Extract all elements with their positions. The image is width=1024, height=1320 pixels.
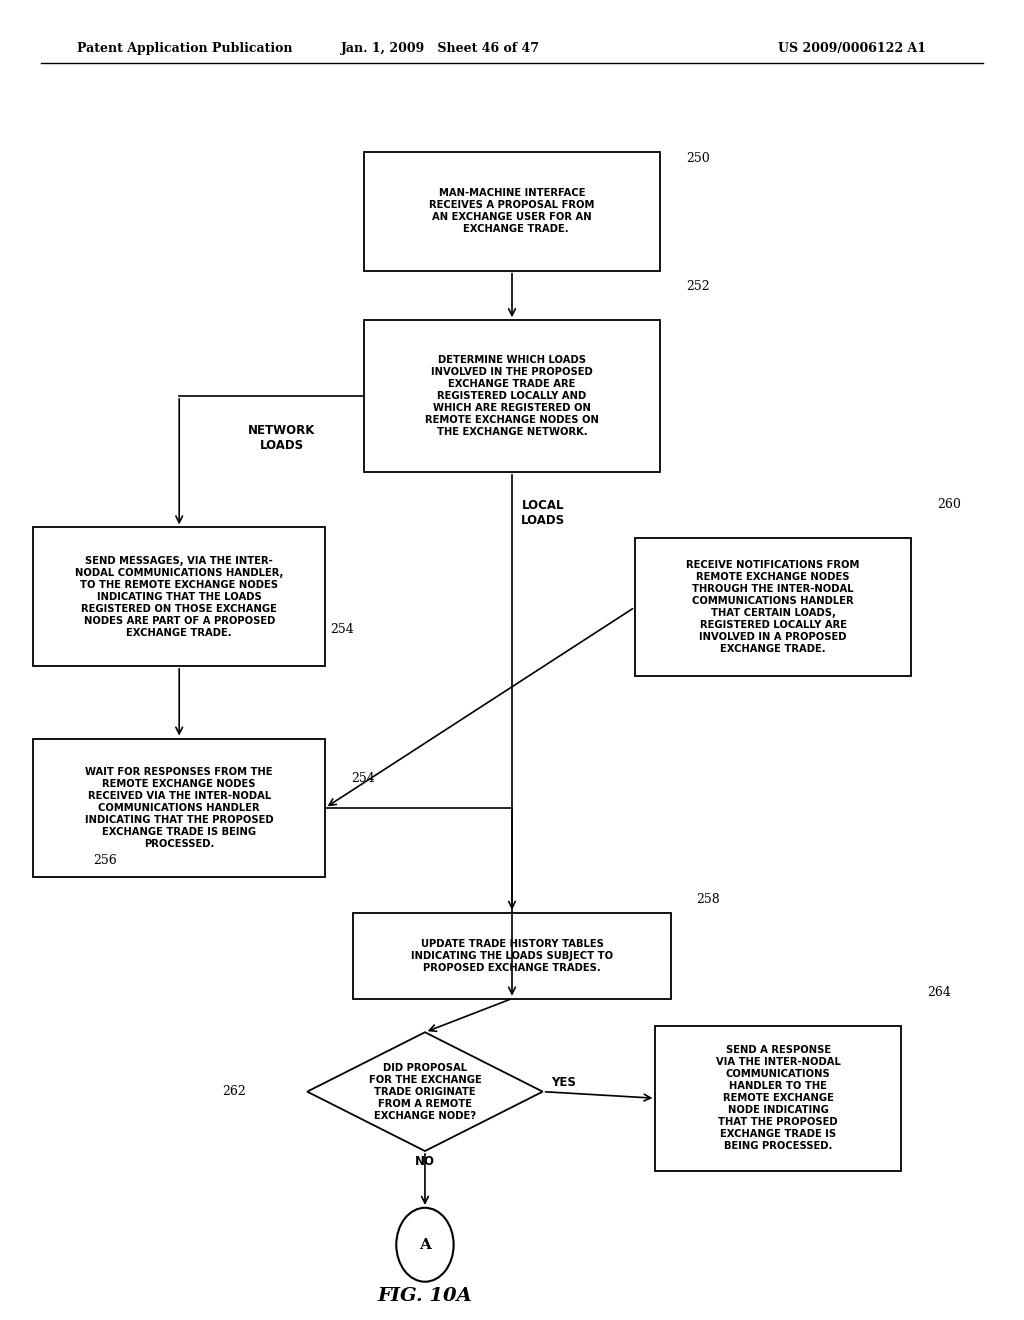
Polygon shape bbox=[307, 1032, 543, 1151]
Text: SEND A RESPONSE
VIA THE INTER-NODAL
COMMUNICATIONS
HANDLER TO THE
REMOTE EXCHANG: SEND A RESPONSE VIA THE INTER-NODAL COMM… bbox=[716, 1045, 841, 1151]
Text: US 2009/0006122 A1: US 2009/0006122 A1 bbox=[778, 42, 927, 55]
FancyBboxPatch shape bbox=[33, 527, 326, 665]
Text: YES: YES bbox=[551, 1076, 575, 1089]
Text: 258: 258 bbox=[696, 892, 720, 906]
Text: A: A bbox=[419, 1238, 431, 1251]
Text: 252: 252 bbox=[686, 281, 710, 293]
Text: SEND MESSAGES, VIA THE INTER-
NODAL COMMUNICATIONS HANDLER,
TO THE REMOTE EXCHAN: SEND MESSAGES, VIA THE INTER- NODAL COMM… bbox=[75, 556, 284, 638]
Text: Patent Application Publication: Patent Application Publication bbox=[77, 42, 292, 55]
FancyBboxPatch shape bbox=[33, 739, 326, 876]
Text: 256: 256 bbox=[93, 854, 118, 867]
Text: Jan. 1, 2009   Sheet 46 of 47: Jan. 1, 2009 Sheet 46 of 47 bbox=[341, 42, 540, 55]
Text: FIG. 10A: FIG. 10A bbox=[378, 1287, 472, 1305]
FancyBboxPatch shape bbox=[353, 913, 671, 998]
Text: 250: 250 bbox=[686, 152, 710, 165]
Text: UPDATE TRADE HISTORY TABLES
INDICATING THE LOADS SUBJECT TO
PROPOSED EXCHANGE TR: UPDATE TRADE HISTORY TABLES INDICATING T… bbox=[411, 939, 613, 973]
FancyBboxPatch shape bbox=[635, 539, 911, 676]
FancyBboxPatch shape bbox=[364, 321, 660, 473]
Text: DID PROPOSAL
FOR THE EXCHANGE
TRADE ORIGINATE
FROM A REMOTE
EXCHANGE NODE?: DID PROPOSAL FOR THE EXCHANGE TRADE ORIG… bbox=[369, 1063, 481, 1121]
Text: NO: NO bbox=[415, 1155, 435, 1168]
Text: 254: 254 bbox=[350, 771, 375, 784]
Text: 254: 254 bbox=[330, 623, 354, 636]
FancyBboxPatch shape bbox=[364, 152, 660, 271]
Text: 264: 264 bbox=[927, 986, 950, 999]
FancyBboxPatch shape bbox=[655, 1026, 901, 1171]
Text: MAN-MACHINE INTERFACE
RECEIVES A PROPOSAL FROM
AN EXCHANGE USER FOR AN
  EXCHANG: MAN-MACHINE INTERFACE RECEIVES A PROPOSA… bbox=[429, 189, 595, 234]
Text: 260: 260 bbox=[937, 498, 961, 511]
Text: NETWORK
LOADS: NETWORK LOADS bbox=[248, 424, 315, 453]
Text: RECEIVE NOTIFICATIONS FROM
REMOTE EXCHANGE NODES
THROUGH THE INTER-NODAL
COMMUNI: RECEIVE NOTIFICATIONS FROM REMOTE EXCHAN… bbox=[686, 560, 860, 655]
Text: 262: 262 bbox=[222, 1085, 246, 1098]
Text: LOCAL
LOADS: LOCAL LOADS bbox=[520, 499, 565, 527]
Text: WAIT FOR RESPONSES FROM THE
REMOTE EXCHANGE NODES
RECEIVED VIA THE INTER-NODAL
C: WAIT FOR RESPONSES FROM THE REMOTE EXCHA… bbox=[85, 767, 273, 849]
Text: DETERMINE WHICH LOADS
INVOLVED IN THE PROPOSED
EXCHANGE TRADE ARE
REGISTERED LOC: DETERMINE WHICH LOADS INVOLVED IN THE PR… bbox=[425, 355, 599, 437]
